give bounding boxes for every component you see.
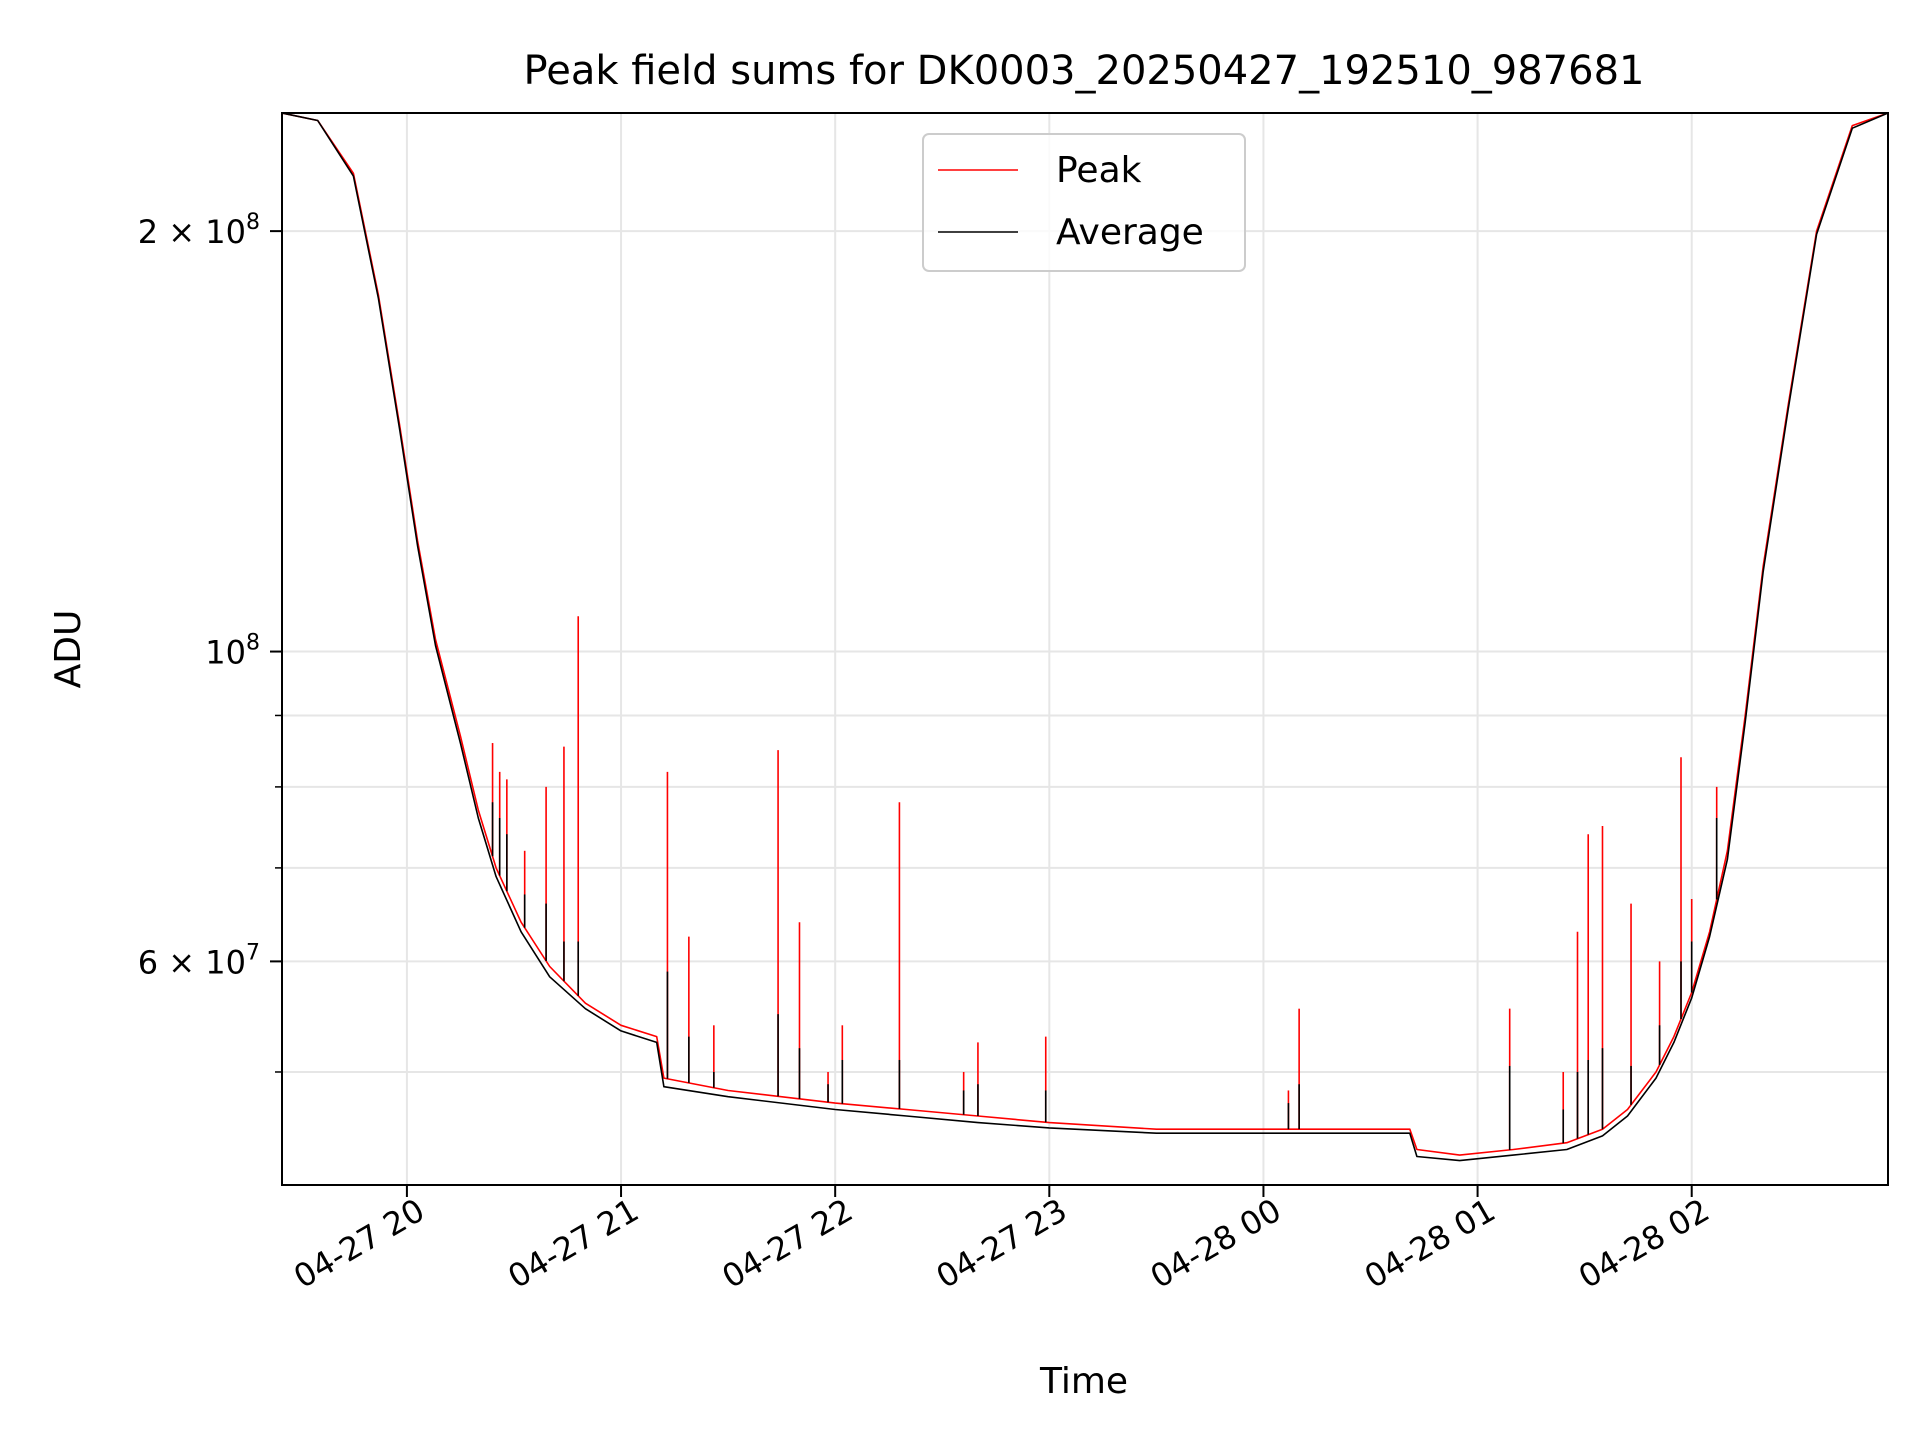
y-axis-ticks: 2 × 108 108 6 × 107 xyxy=(138,210,282,1073)
legend: Peak Average xyxy=(922,133,1246,272)
legend-label-peak: Peak xyxy=(1056,150,1142,191)
x-axis-label: Time xyxy=(1039,1361,1128,1402)
y-axis-label: ADU xyxy=(48,610,89,689)
legend-label-average: Average xyxy=(1056,212,1204,253)
series-line-peak xyxy=(282,113,1888,1156)
plot-frame xyxy=(281,112,1889,1186)
legend-box xyxy=(922,133,1246,272)
y-tick-label: 2 × 108 xyxy=(138,210,260,251)
series-group xyxy=(282,113,1888,1162)
series-line-average xyxy=(282,113,1888,1162)
grid-lines xyxy=(282,113,1888,1185)
chart-title: Peak field sums for DK0003_20250427_1925… xyxy=(524,48,1645,94)
y-tick-label: 6 × 107 xyxy=(138,940,260,981)
series-layer xyxy=(282,113,1888,1162)
y-tick-label: 108 xyxy=(205,631,260,672)
